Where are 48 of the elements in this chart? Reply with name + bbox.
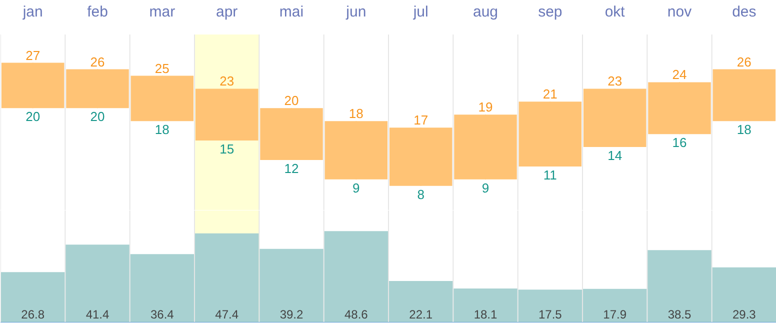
data-label: 17.5 <box>538 308 562 322</box>
annotation: 24 <box>672 67 687 82</box>
x-tick-label: apr <box>216 4 238 20</box>
annotation: 9 <box>352 180 360 196</box>
annotation: 25 <box>154 60 170 76</box>
annotation: 19 <box>478 100 493 115</box>
data-label: 41.4 <box>86 308 110 322</box>
data-label: 18.1 <box>474 308 498 322</box>
data-label: 47.4 <box>215 308 239 322</box>
annotation: 26 <box>90 54 105 70</box>
x-tick-label: des <box>732 4 756 20</box>
annotation: 9 <box>482 180 490 196</box>
data-label: 22.1 <box>409 308 433 322</box>
annotation: 14 <box>608 148 622 164</box>
x-tick-label: jun <box>345 4 366 20</box>
data-label: 17.9 <box>603 308 627 322</box>
data-label: 29.3 <box>732 308 756 322</box>
annotation: 20 <box>284 93 299 108</box>
x-tick-label: okt <box>604 4 626 20</box>
annotation: 23 <box>608 74 622 89</box>
annotation: 8 <box>417 186 424 202</box>
x-tick-label: mai <box>279 4 304 20</box>
annotation: 20 <box>90 109 105 124</box>
annotation: 15 <box>220 142 234 157</box>
annotation: 18 <box>154 122 170 138</box>
annotation: 11 <box>543 167 557 182</box>
annotation: 20 <box>26 109 40 124</box>
annotation: 12 <box>284 160 299 176</box>
data-label: 26.8 <box>21 308 45 322</box>
annotation: 21 <box>542 86 558 102</box>
x-tick-label: feb <box>87 4 108 20</box>
x-tick-label: mar <box>149 4 176 20</box>
annotation: 18 <box>348 106 364 122</box>
data-label: 36.4 <box>150 308 174 322</box>
annotation: 18 <box>736 122 752 138</box>
x-tick-label: nov <box>667 4 692 20</box>
annotation: 17 <box>414 112 428 128</box>
annotation: 26 <box>736 54 752 70</box>
annotation: 16 <box>672 135 687 150</box>
x-tick-label: jul <box>412 4 428 20</box>
data-label: 39.2 <box>280 308 304 322</box>
x-tick-label: jan <box>22 4 43 20</box>
annotation: 27 <box>26 48 40 63</box>
annotation: 23 <box>220 74 234 89</box>
data-label: 48.6 <box>344 308 368 322</box>
x-tick-label: sep <box>538 4 562 20</box>
x-tick-label: aug <box>472 4 498 20</box>
data-label: 38.5 <box>668 308 692 322</box>
